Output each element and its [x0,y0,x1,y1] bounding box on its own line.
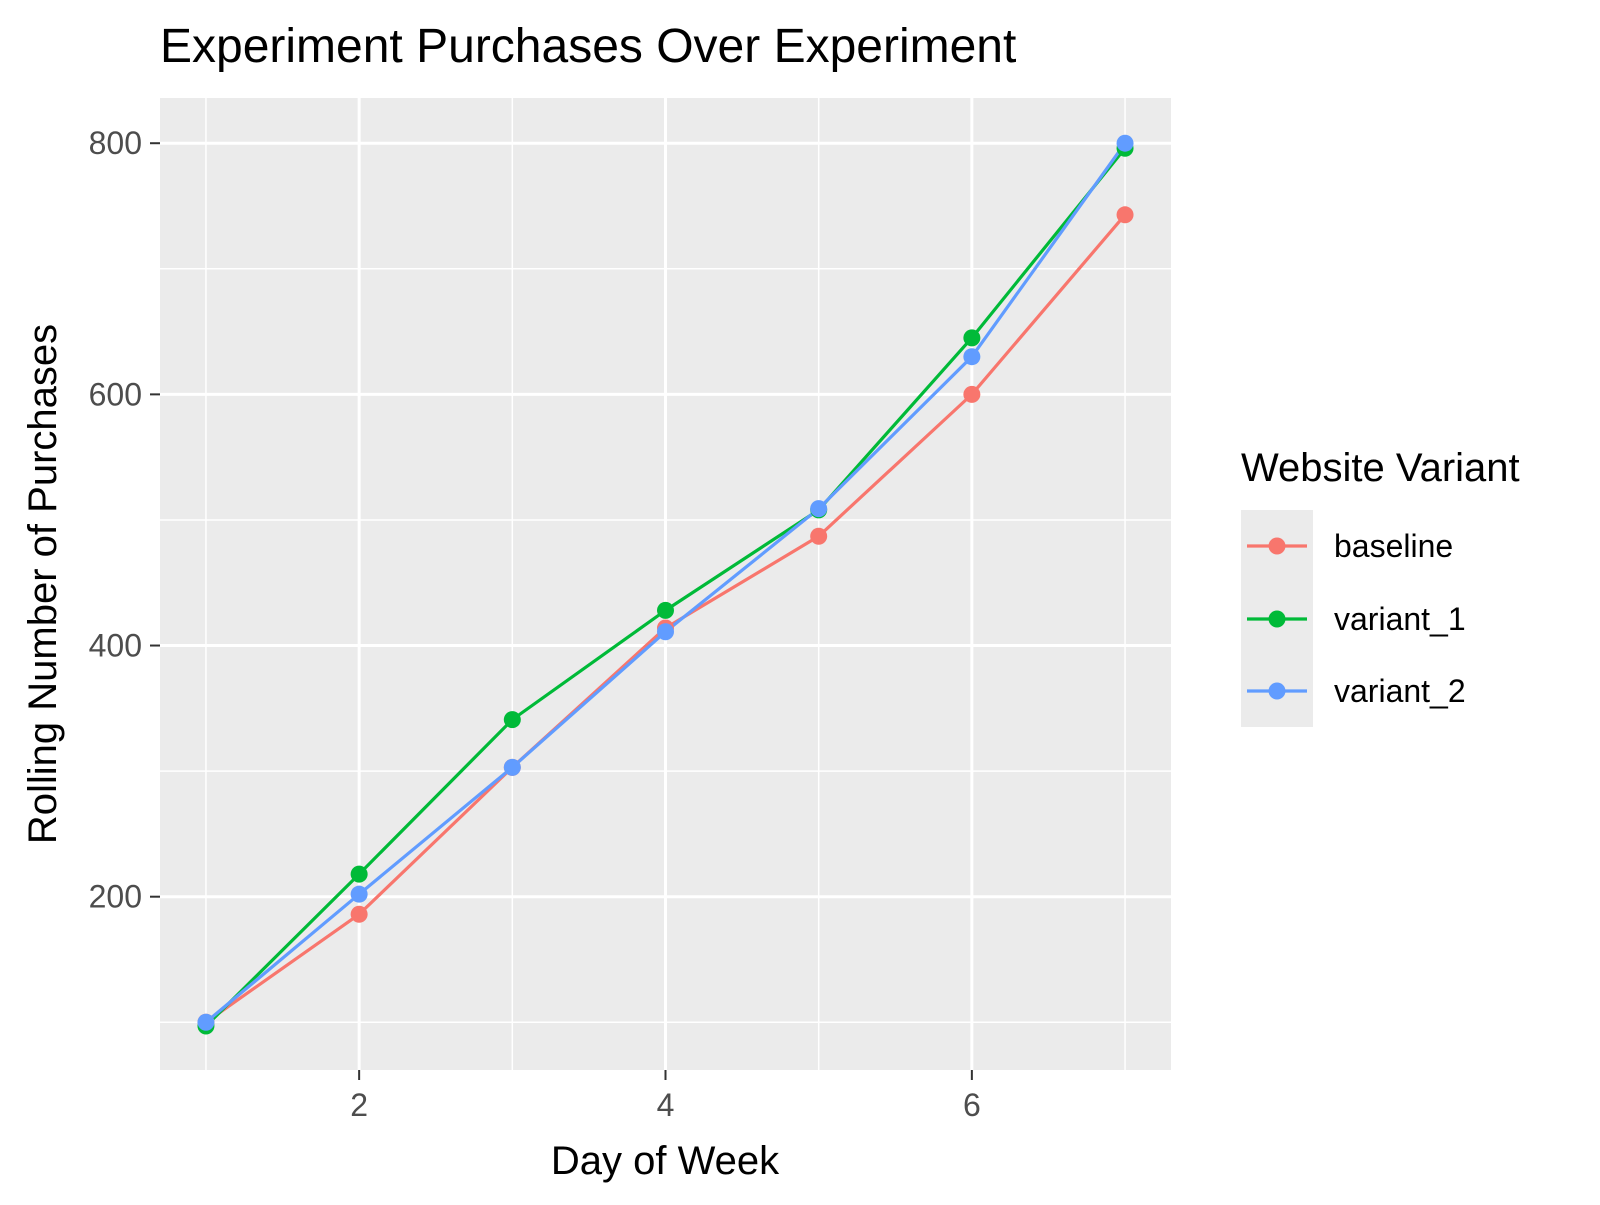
legend-key-point-variant_1 [1268,610,1286,628]
data-point-baseline-day-2 [350,905,368,923]
legend-label-variant_1: variant_1 [1334,601,1466,637]
data-point-baseline-day-5 [810,527,828,545]
legend-key-point-variant_2 [1268,682,1286,700]
legend: Website Variant baseline variant_1variant… [1241,446,1520,727]
data-point-variant_2-day-6 [963,348,981,366]
legend-items: baseline variant_1 variant_2 [1247,528,1466,709]
data-point-variant_1-day-4 [657,601,674,619]
chart-title: Experiment Purchases Over Experiment [160,20,1016,73]
x-tick-label-4: 4 [657,1087,675,1123]
data-point-variant_1-day-2 [350,865,368,883]
y-axis: 200 400 600 800 [89,125,160,915]
x-tick-label-6: 6 [963,1087,981,1123]
legend-title: Website Variant [1241,446,1520,490]
legend-label-baseline: baseline [1334,528,1453,564]
x-tick-label-2: 2 [350,1087,368,1123]
x-axis: 2 4 6 [350,1070,981,1123]
data-point-variant_2-day-7 [1116,134,1134,152]
data-point-variant_1-day-3 [503,711,521,729]
y-tick-label-600: 600 [89,376,142,412]
legend-label-variant_2: variant_2 [1334,673,1466,709]
data-point-variant_1-day-6 [963,329,981,347]
data-point-variant_2-day-3 [503,758,521,776]
data-point-variant_2-day-4 [657,623,674,641]
data-point-baseline-day-6 [963,385,981,403]
x-axis-title: Day of Week [551,1139,780,1183]
y-tick-label-200: 200 [89,879,142,915]
y-tick-label-800: 800 [89,125,142,161]
legend-key-point-baseline [1268,537,1286,555]
data-point-variant_2-day-1 [197,1013,215,1031]
data-point-baseline-day-7 [1116,206,1134,224]
data-point-variant_2-day-5 [810,500,828,518]
y-tick-label-400: 400 [89,628,142,664]
y-axis-title: Rolling Number of Purchases [21,324,65,844]
series-points [197,134,1134,1035]
data-point-variant_2-day-2 [350,885,368,903]
major-gridlines [160,98,1171,1070]
